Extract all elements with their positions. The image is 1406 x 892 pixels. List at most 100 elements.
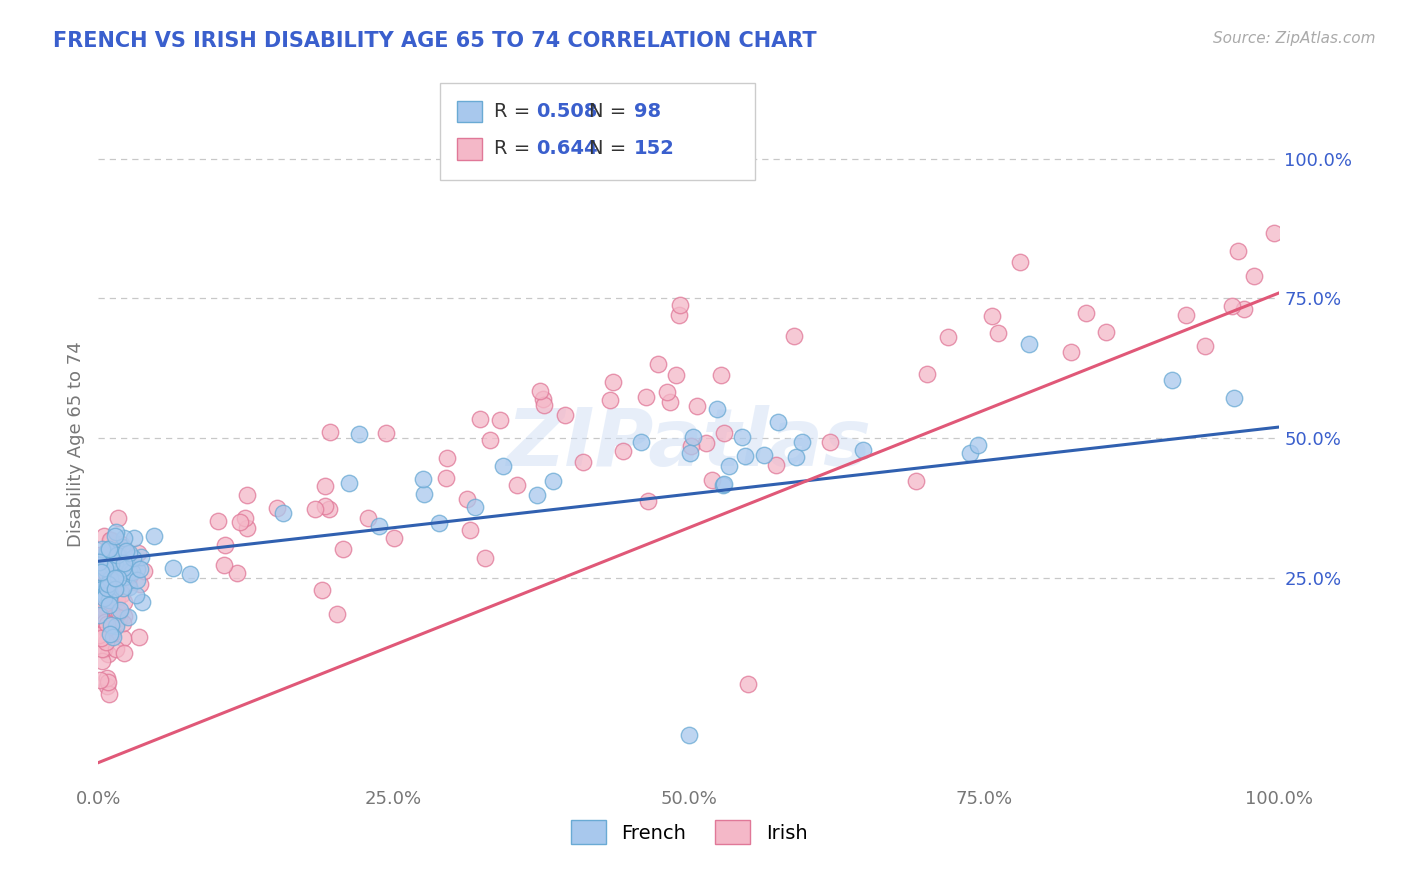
Point	[706, 402, 728, 417]
Point	[108, 611, 131, 625]
Point	[91, 582, 114, 596]
Point	[1095, 325, 1118, 339]
Point	[478, 434, 501, 448]
Point	[110, 603, 132, 617]
Point	[100, 533, 122, 548]
Point	[458, 523, 481, 537]
Point	[98, 581, 121, 595]
Text: N =: N =	[589, 102, 633, 121]
Point	[314, 500, 336, 514]
Point	[98, 572, 121, 586]
Point	[637, 494, 659, 508]
Point	[491, 459, 513, 474]
Point	[107, 606, 129, 620]
Point	[118, 564, 141, 578]
Point	[122, 532, 145, 546]
Point	[105, 642, 128, 657]
Point	[122, 551, 145, 566]
Point	[630, 434, 652, 449]
Point	[90, 606, 112, 620]
Text: R =: R =	[494, 139, 536, 159]
Point	[225, 566, 247, 581]
Point	[96, 581, 118, 595]
Point	[90, 581, 112, 595]
Point	[959, 446, 981, 460]
Point	[93, 642, 115, 657]
Point	[104, 550, 127, 565]
Point	[97, 592, 120, 607]
Point	[936, 330, 959, 344]
Point	[143, 529, 166, 543]
Point	[96, 543, 118, 558]
Point	[101, 631, 124, 645]
Point	[94, 599, 117, 613]
Point	[131, 595, 153, 609]
Point	[97, 599, 120, 613]
Point	[90, 565, 112, 579]
Point	[1243, 268, 1265, 283]
Point	[100, 584, 122, 599]
Point	[233, 511, 256, 525]
Point	[319, 425, 342, 440]
Point	[266, 501, 288, 516]
Point	[103, 610, 125, 624]
Point	[531, 392, 554, 407]
Point	[101, 582, 124, 596]
Point	[101, 607, 124, 622]
Point	[96, 553, 118, 567]
Point	[107, 571, 129, 585]
Point	[612, 444, 634, 458]
Point	[93, 588, 115, 602]
Point	[96, 616, 118, 631]
Point	[713, 426, 735, 441]
Point	[107, 510, 129, 524]
Point	[718, 458, 741, 473]
Point	[765, 458, 787, 472]
Point	[94, 615, 117, 629]
Point	[93, 603, 115, 617]
Point	[318, 502, 340, 516]
Point	[464, 500, 486, 514]
Point	[1010, 254, 1032, 268]
Point	[97, 582, 120, 597]
Point	[658, 395, 681, 409]
Point	[375, 425, 398, 440]
Text: N =: N =	[589, 139, 633, 159]
Point	[526, 487, 548, 501]
Point	[97, 577, 120, 591]
Point	[89, 554, 111, 568]
Point	[100, 618, 122, 632]
Point	[112, 541, 135, 555]
Point	[110, 537, 132, 551]
Point	[111, 632, 134, 646]
Point	[710, 368, 733, 383]
Point	[785, 450, 807, 464]
Point	[91, 582, 114, 597]
Point	[737, 677, 759, 691]
Point	[89, 628, 111, 642]
Point	[1263, 226, 1285, 240]
Point	[112, 608, 135, 623]
Point	[111, 540, 134, 554]
Point	[214, 538, 236, 552]
Point	[118, 581, 141, 595]
Point	[96, 679, 118, 693]
Point	[1161, 373, 1184, 387]
Point	[112, 646, 135, 660]
Point	[125, 573, 148, 587]
Point	[89, 612, 111, 626]
Point	[98, 687, 121, 701]
Point	[105, 615, 128, 629]
Point	[357, 511, 380, 525]
Point	[679, 439, 702, 453]
Point	[529, 384, 551, 399]
Point	[89, 607, 111, 622]
Point	[541, 474, 564, 488]
Point	[1233, 301, 1256, 316]
Point	[572, 455, 595, 469]
Point	[917, 367, 939, 381]
Point	[90, 632, 112, 646]
Point	[602, 375, 624, 389]
Point	[90, 611, 112, 625]
Point	[111, 587, 134, 601]
